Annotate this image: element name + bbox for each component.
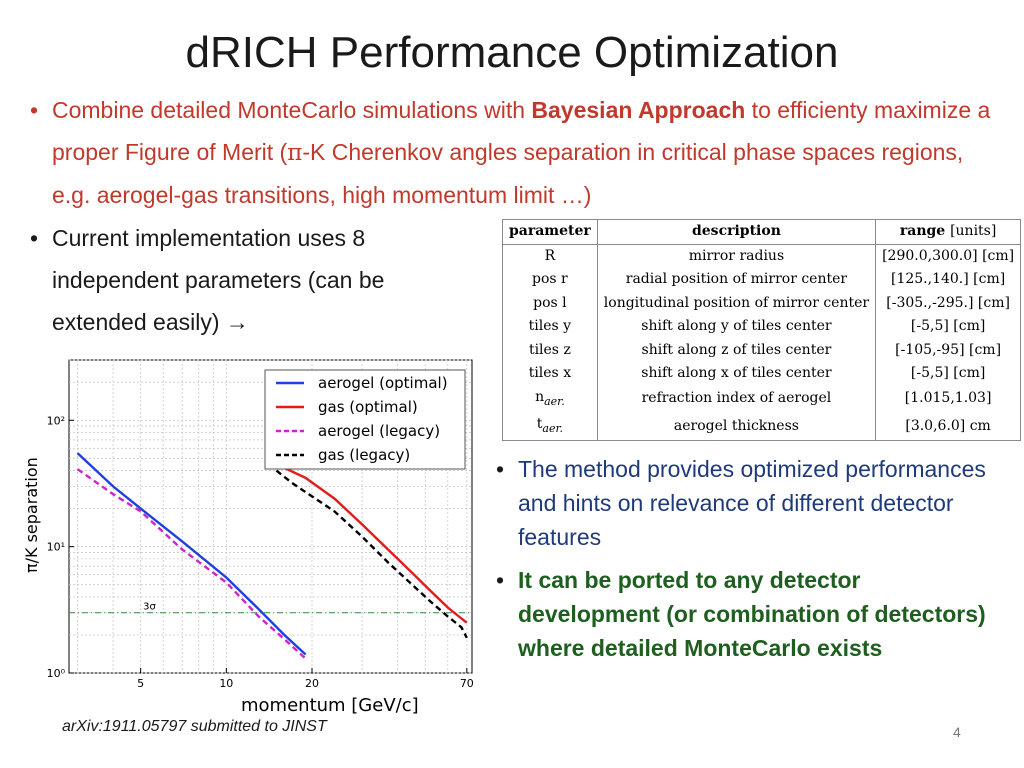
legend-label: gas (legacy) <box>318 446 410 464</box>
citation: arXiv:1911.05797 submitted to JINST <box>62 718 327 735</box>
cell-range: [-5,5] [cm] <box>875 362 1022 386</box>
bullet-bold-text: Bayesian Approach <box>531 97 746 123</box>
cell-range: [1.015,1.03] <box>875 385 1022 413</box>
page-number: 4 <box>953 724 961 740</box>
x-tick-label: 70 <box>460 677 474 690</box>
cell-parameter: tiles y <box>502 315 598 339</box>
cell-description: mirror radius <box>596 244 877 268</box>
cell-description: shift along z of tiles center <box>596 338 877 362</box>
series-line <box>267 461 468 624</box>
cell-range: [125.,140.] [cm] <box>875 268 1022 292</box>
table-row: tiles x shift along x of tiles center [-5,… <box>502 362 1022 386</box>
table-row: tiles z shift along z of tiles center [-10… <box>502 338 1022 362</box>
bullet-text: The method provides optimized performanc… <box>518 456 986 550</box>
bullet-bayesian: • Combine detailed MonteCarlo simulation… <box>30 89 1002 216</box>
param-subscript: aer. <box>542 421 564 435</box>
bullet-dot: • <box>30 97 39 123</box>
cell-parameter: naer. <box>502 385 598 413</box>
table-row: naer. refraction index of aerogel [1.015,1… <box>502 385 1022 413</box>
y-tick-label: 10⁰ <box>47 667 66 680</box>
table-row: pos l longitudinal position of mirror cen… <box>502 291 1022 315</box>
y-axis-label: π/K separation <box>22 457 41 573</box>
table-row: taer. aerogel thickness [3.0,6.0] cm <box>502 412 1022 442</box>
cell-description: longitudinal position of mirror center <box>596 291 877 315</box>
header-description: description <box>596 219 877 245</box>
cell-description: shift along y of tiles center <box>596 315 877 339</box>
cell-parameter: taer. <box>502 412 598 442</box>
bullet-text-part2: to efficienty maximize a proper Figure o… <box>52 97 991 165</box>
series-line <box>275 469 468 639</box>
bullet-text: Current implementation uses 8 independen… <box>52 225 385 335</box>
bullet-text-part3: -K Cherenkov angles separation in critic… <box>52 139 964 208</box>
cell-description: shift along x of tiles center <box>596 362 877 386</box>
legend: aerogel (optimal) gas (optimal) aerogel (l… <box>264 369 466 470</box>
cell-description: radial position of mirror center <box>596 268 877 292</box>
bullet-ported: • It can be ported to any detector devel… <box>496 563 988 665</box>
cell-description: aerogel thickness <box>596 412 877 442</box>
bullet-parameters: • Current implementation uses 8 independ… <box>30 217 472 343</box>
legend-label: aerogel (optimal) <box>318 374 448 392</box>
y-tick-label: 10² <box>47 414 65 427</box>
param-symbol: t <box>536 415 543 432</box>
cell-parameter: tiles x <box>502 362 598 386</box>
cell-parameter: tiles z <box>502 338 598 362</box>
x-tick-label: 5 <box>137 677 144 690</box>
cell-description: refraction index of aerogel <box>596 385 877 413</box>
bullet-method: • The method provides optimized performa… <box>496 452 988 554</box>
tick-labels: 5 10 20 70 10⁰ 10¹ 10² <box>47 414 474 690</box>
header-parameter: parameter <box>502 219 598 245</box>
slide-title: dRICH Performance Optimization <box>185 28 839 77</box>
separation-chart: 3σ 5 10 20 70 10⁰ 10¹ 10² momentum [GeV/c] π/K… <box>22 359 474 716</box>
x-tick-label: 10 <box>219 677 233 690</box>
bullet-text: It can be ported to any detector develop… <box>518 567 986 661</box>
x-tick-label: 20 <box>305 677 319 690</box>
series-line <box>76 468 307 660</box>
x-axis-label: momentum [GeV/c] <box>241 695 419 716</box>
header-range: range [units] <box>875 219 1022 245</box>
bullet-text-part1: Combine detailed MonteCarlo simulations … <box>52 97 532 123</box>
cell-range: [-105,-95] [cm] <box>875 338 1022 362</box>
header-units: [units] <box>950 223 997 239</box>
cell-parameter: R <box>502 244 598 268</box>
pi-symbol: π <box>287 140 303 166</box>
param-subscript: aer. <box>544 394 565 408</box>
legend-label: gas (optimal) <box>318 398 418 416</box>
param-symbol: n <box>535 388 545 405</box>
series-line <box>76 452 307 656</box>
cell-parameter: pos r <box>502 268 598 292</box>
table-row: pos r radial position of mirror center [12… <box>502 268 1022 292</box>
bullet-dot: • <box>496 567 505 593</box>
legend-box <box>264 369 466 470</box>
y-tick-label: 10¹ <box>47 541 65 554</box>
threshold-label: 3σ <box>143 602 156 613</box>
series-group <box>76 452 468 660</box>
cell-range: [-5,5] [cm] <box>875 315 1022 339</box>
cell-range: [3.0,6.0] cm <box>875 412 1022 442</box>
table-row: tiles y shift along y of tiles center [-5,… <box>502 315 1022 339</box>
cell-parameter: pos l <box>502 291 598 315</box>
bullet-dot: • <box>30 225 39 251</box>
cell-range: [290.0,300.0] [cm] <box>875 244 1022 268</box>
bullet-dot: • <box>496 456 505 482</box>
cell-range: [-305.,-295.] [cm] <box>875 291 1022 315</box>
header-range-label: range <box>899 223 946 239</box>
legend-label: aerogel (legacy) <box>318 422 440 440</box>
